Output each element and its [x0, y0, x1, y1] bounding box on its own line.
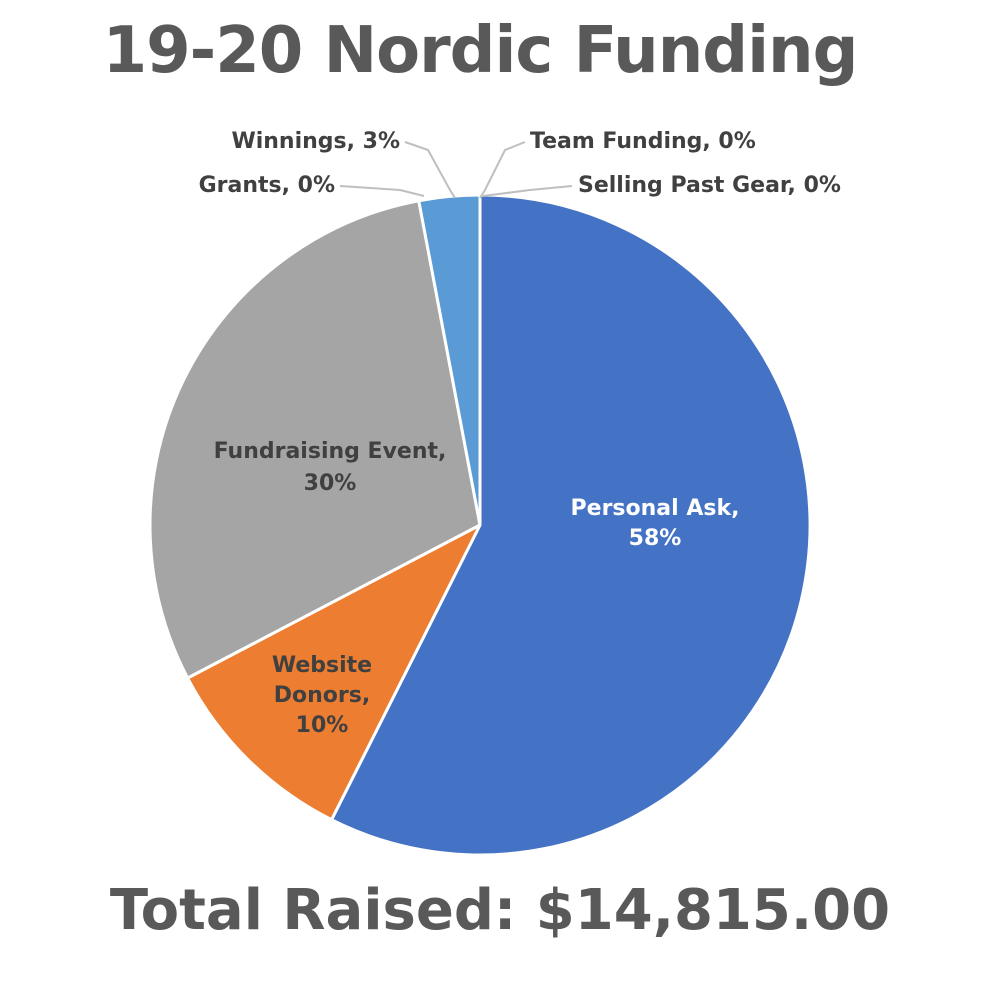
slice-label-grants: Grants, 0%: [199, 173, 335, 198]
pie-slice-fundraising-event: [148, 199, 482, 680]
slice-label-fundraising-event: Fundraising Event, 30%: [214, 439, 447, 496]
slice-labels: Personal Ask, 58% Website Donors, 10% Fundrai…: [199, 129, 841, 738]
pie-slice-website-donors: [186, 523, 482, 822]
slice-label-personal-ask: Personal Ask, 58%: [571, 496, 740, 551]
slice-label-selling-past-gear: Selling Past Gear, 0%: [578, 173, 841, 198]
chart-title: 19-20 Nordic Funding: [102, 14, 859, 88]
leader-line-winnings: [404, 141, 456, 199]
total-raised: Total Raised: $14,815.00: [109, 878, 891, 943]
leader-line-team-funding: [479, 141, 526, 199]
pie-slice-winnings: [417, 193, 482, 527]
slice-label-team-funding: Team Funding, 0%: [530, 129, 756, 154]
leader-lines: [339, 141, 573, 199]
slice-label-winnings: Winnings, 3%: [231, 129, 400, 154]
leader-line-grants: [339, 185, 425, 197]
leader-line-selling-past-gear: [482, 185, 573, 197]
pie-slices: [148, 193, 812, 857]
slice-label-website-donors: Website Donors, 10%: [272, 653, 372, 738]
pie-slice-personal-ask: [330, 193, 812, 857]
